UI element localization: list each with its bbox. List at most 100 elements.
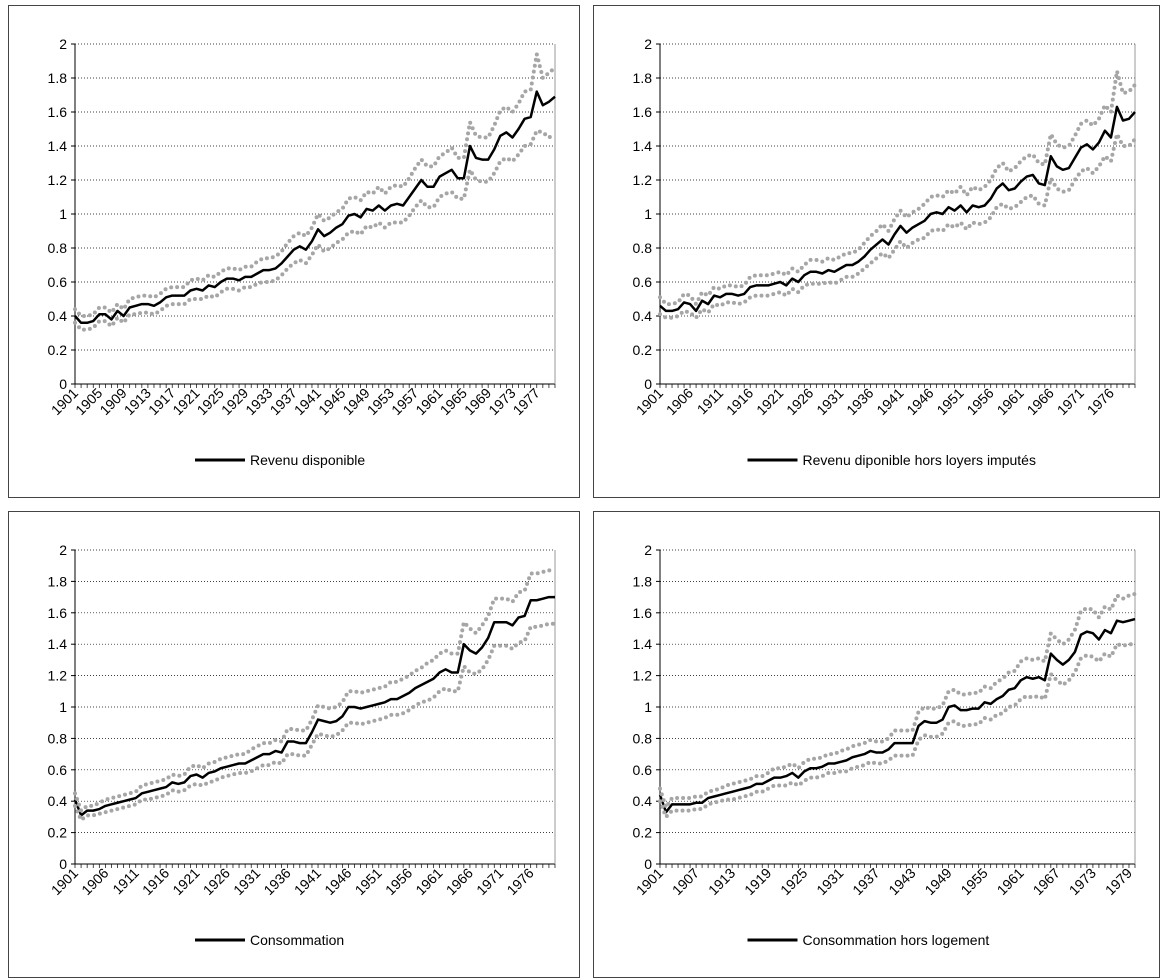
x-tick-label: 1941 (873, 385, 906, 418)
x-tick-label: 1911 (109, 865, 142, 898)
x-tick-label: 1926 (200, 865, 233, 898)
chart-panel: 00.20.40.60.811.21.41.61.821901190619111… (593, 5, 1160, 498)
x-tick-label: 1971 (1054, 385, 1087, 418)
x-tick-label: 1936 (260, 865, 293, 898)
y-tick-label: 0.4 (48, 793, 68, 809)
y-tick-label: 1 (59, 699, 67, 715)
x-tick-label: 1937 (849, 865, 882, 898)
y-tick-label: 1.4 (633, 138, 653, 154)
x-tick-label: 1946 (903, 385, 936, 418)
y-tick-label: 1.6 (633, 605, 653, 621)
y-tick-label: 0.2 (633, 342, 653, 358)
series-line (659, 105, 1136, 313)
y-tick-label: 0.8 (633, 240, 653, 256)
y-tick-label: 0 (59, 856, 67, 872)
panel-border (8, 5, 580, 498)
y-tick-label: 0.8 (633, 730, 653, 746)
band-line (658, 591, 1137, 810)
y-tick-label: 1.6 (48, 104, 68, 120)
x-tick-label: 1946 (321, 865, 354, 898)
y-tick-label: 0.8 (48, 240, 68, 256)
x-tick-label: 1943 (885, 865, 918, 898)
x-tick-label: 1906 (78, 865, 111, 898)
y-tick-label: 0.6 (633, 274, 653, 290)
y-tick-label: 0.8 (48, 730, 68, 746)
legend-label: Revenu diponible hors loyers imputés (803, 452, 1036, 468)
y-tick-label: 1.4 (48, 636, 68, 652)
y-tick-label: 1.4 (633, 636, 653, 652)
y-tick-label: 0.6 (633, 762, 653, 778)
y-tick-label: 0.2 (48, 825, 68, 841)
x-tick-label: 1971 (473, 865, 506, 898)
panel-border (593, 511, 1160, 978)
y-tick-label: 0 (644, 376, 652, 392)
y-tick-label: 0 (644, 856, 652, 872)
x-tick-label: 1979 (1102, 865, 1135, 898)
y-tick-label: 1.2 (48, 668, 68, 684)
y-tick-label: 1 (644, 699, 652, 715)
series-line (73, 595, 555, 817)
x-tick-label: 1936 (843, 385, 876, 418)
chart-panel: 00.20.40.60.811.21.41.61.821901190619111… (8, 511, 580, 978)
y-tick-label: 2 (59, 36, 67, 52)
x-tick-label: 1926 (783, 385, 816, 418)
x-tick-label: 1941 (291, 865, 324, 898)
x-tick-label: 1921 (753, 385, 786, 418)
x-tick-label: 1956 (963, 385, 996, 418)
band-line (73, 568, 557, 813)
y-tick-label: 1.8 (48, 573, 68, 589)
y-tick-label: 1 (644, 206, 652, 222)
y-tick-label: 2 (644, 542, 652, 558)
x-tick-label: 1955 (957, 865, 990, 898)
y-tick-label: 1.2 (48, 172, 68, 188)
x-tick-label: 1913 (705, 865, 738, 898)
y-tick-label: 1.8 (48, 70, 68, 86)
band-line (658, 69, 1137, 307)
x-tick-label: 1931 (813, 385, 846, 418)
band-line (73, 621, 557, 823)
y-tick-label: 1.6 (633, 104, 653, 120)
x-tick-label: 1973 (1066, 865, 1099, 898)
legend-label: Revenu disponible (250, 452, 365, 468)
y-tick-label: 0 (59, 376, 67, 392)
y-tick-label: 2 (59, 542, 67, 558)
y-tick-label: 0.4 (48, 308, 68, 324)
y-tick-label: 1.2 (633, 668, 653, 684)
x-tick-label: 1977 (510, 385, 543, 418)
x-tick-label: 1976 (503, 865, 536, 898)
x-tick-label: 1956 (382, 865, 415, 898)
x-tick-label: 1966 (443, 865, 476, 898)
band-line (73, 52, 557, 318)
y-tick-label: 0.6 (48, 274, 68, 290)
x-tick-label: 1931 (813, 865, 846, 898)
band-line (73, 128, 557, 332)
band-line (658, 132, 1137, 320)
x-tick-label: 1921 (169, 865, 202, 898)
panel-border (8, 511, 580, 978)
x-tick-label: 1901 (633, 385, 666, 418)
y-tick-label: 1.2 (633, 172, 653, 188)
y-tick-label: 1.6 (48, 605, 68, 621)
x-tick-label: 1925 (777, 865, 810, 898)
x-tick-label: 1907 (669, 865, 702, 898)
x-tick-label: 1919 (741, 865, 774, 898)
y-tick-label: 1.8 (633, 573, 653, 589)
chart-panel: 00.20.40.60.811.21.41.61.821901190519091… (8, 5, 580, 498)
x-tick-label: 1967 (1030, 865, 1063, 898)
x-tick-label: 1961 (412, 865, 445, 898)
x-tick-label: 1901 (48, 865, 81, 898)
x-tick-label: 1951 (352, 865, 385, 898)
y-tick-label: 0.4 (633, 793, 653, 809)
panel-border (593, 5, 1160, 498)
series-line (658, 617, 1136, 814)
x-tick-label: 1951 (933, 385, 966, 418)
x-tick-label: 1911 (694, 385, 727, 418)
y-tick-label: 0.2 (48, 342, 68, 358)
y-tick-label: 1.8 (633, 70, 653, 86)
x-tick-label: 1916 (139, 865, 172, 898)
y-tick-label: 1 (59, 206, 67, 222)
band-line (658, 642, 1137, 819)
x-tick-label: 1976 (1084, 385, 1117, 418)
